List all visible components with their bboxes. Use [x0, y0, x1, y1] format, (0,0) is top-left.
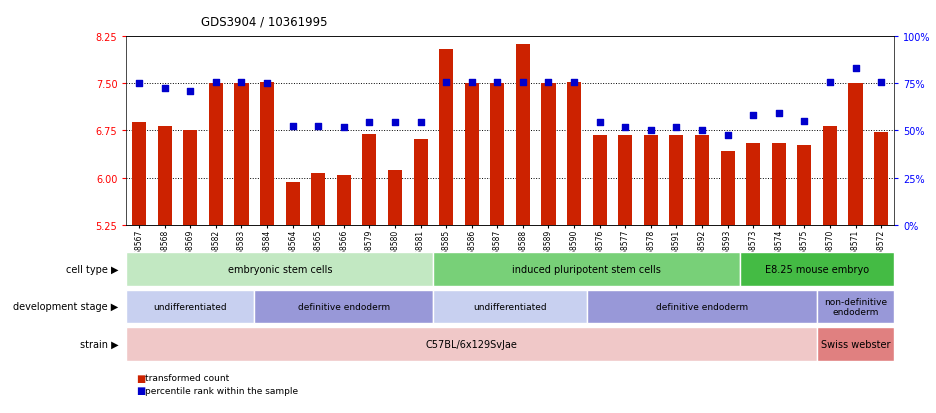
Bar [592, 135, 607, 225]
Bar [874, 133, 888, 225]
Bar [255, 290, 433, 323]
Text: transformed count: transformed count [145, 373, 229, 382]
Bar [464, 84, 479, 225]
Bar [587, 290, 817, 323]
Point [695, 128, 709, 135]
Text: non-definitive
endoderm: non-definitive endoderm [824, 297, 887, 316]
Point [873, 80, 888, 86]
Bar [490, 83, 505, 225]
Bar [433, 253, 740, 286]
Text: strain ▶: strain ▶ [80, 339, 119, 349]
Point [823, 80, 838, 86]
Point [209, 80, 224, 86]
Point [413, 120, 428, 126]
Bar [433, 290, 587, 323]
Text: GDS3904 / 10361995: GDS3904 / 10361995 [201, 16, 328, 29]
Point [388, 120, 402, 126]
Bar [337, 176, 351, 225]
Point [566, 80, 581, 86]
Bar [823, 127, 837, 225]
Point [157, 86, 172, 93]
Bar [721, 152, 735, 225]
Text: definitive endoderm: definitive endoderm [298, 302, 390, 311]
Text: C57BL/6x129SvJae: C57BL/6x129SvJae [426, 339, 518, 349]
Bar [414, 139, 428, 225]
Bar [126, 253, 433, 286]
Bar [132, 123, 146, 225]
Bar [388, 171, 402, 225]
Point [285, 123, 300, 130]
Text: definitive endoderm: definitive endoderm [656, 302, 748, 311]
Point [464, 80, 479, 86]
Point [516, 80, 531, 86]
Text: Swiss webster: Swiss webster [821, 339, 890, 349]
Text: undifferentiated: undifferentiated [154, 302, 227, 311]
Point [311, 123, 326, 130]
Bar [157, 127, 172, 225]
Bar [567, 83, 581, 225]
Bar [797, 145, 812, 225]
Text: E8.25 mouse embryo: E8.25 mouse embryo [765, 264, 870, 275]
Text: ■: ■ [136, 373, 145, 383]
Text: ■: ■ [136, 385, 145, 395]
Point [541, 80, 556, 86]
Point [771, 111, 786, 118]
Bar [817, 290, 894, 323]
Point [848, 65, 863, 72]
Point [618, 125, 633, 131]
Bar [209, 84, 223, 225]
Bar [740, 253, 894, 286]
Bar [746, 144, 760, 225]
Text: undifferentiated: undifferentiated [474, 302, 547, 311]
Point [669, 125, 684, 131]
Point [720, 132, 735, 139]
Point [643, 128, 658, 135]
Bar [439, 50, 453, 225]
Point [132, 81, 147, 88]
Bar [362, 134, 376, 225]
Bar [285, 183, 300, 225]
Point [336, 125, 351, 131]
Bar [126, 290, 255, 323]
Bar [695, 135, 709, 225]
Bar [234, 84, 249, 225]
Bar [183, 131, 197, 225]
Text: percentile rank within the sample: percentile rank within the sample [145, 386, 299, 395]
Text: cell type ▶: cell type ▶ [66, 264, 119, 275]
Point [592, 120, 607, 126]
Bar [848, 84, 863, 225]
Point [362, 120, 377, 126]
Point [183, 88, 197, 95]
Bar [516, 45, 530, 225]
Point [259, 81, 274, 88]
Point [234, 80, 249, 86]
Bar [311, 173, 326, 225]
Text: induced pluripotent stem cells: induced pluripotent stem cells [512, 264, 662, 275]
Bar [644, 135, 658, 225]
Point [746, 112, 761, 119]
Bar [817, 327, 894, 361]
Bar [618, 135, 633, 225]
Text: embryonic stem cells: embryonic stem cells [227, 264, 332, 275]
Bar [260, 83, 274, 225]
Point [490, 80, 505, 86]
Point [797, 119, 812, 125]
Point [439, 80, 454, 86]
Bar [669, 135, 683, 225]
Text: development stage ▶: development stage ▶ [13, 301, 119, 312]
Bar [541, 84, 556, 225]
Bar [771, 144, 786, 225]
